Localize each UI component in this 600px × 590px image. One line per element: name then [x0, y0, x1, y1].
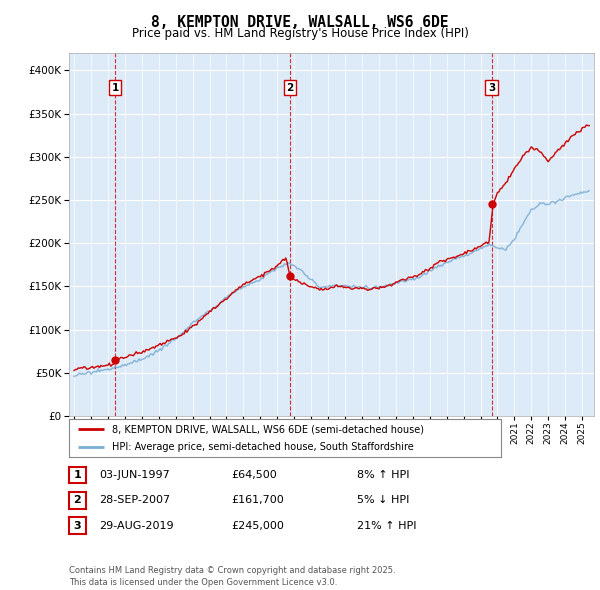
Text: £245,000: £245,000: [231, 521, 284, 530]
Text: Contains HM Land Registry data © Crown copyright and database right 2025.
This d: Contains HM Land Registry data © Crown c…: [69, 566, 395, 587]
Text: 28-SEP-2007: 28-SEP-2007: [99, 496, 170, 505]
Text: 8% ↑ HPI: 8% ↑ HPI: [357, 470, 409, 480]
Text: Price paid vs. HM Land Registry's House Price Index (HPI): Price paid vs. HM Land Registry's House …: [131, 27, 469, 40]
Text: HPI: Average price, semi-detached house, South Staffordshire: HPI: Average price, semi-detached house,…: [112, 442, 414, 452]
Text: 03-JUN-1997: 03-JUN-1997: [99, 470, 170, 480]
Text: 8, KEMPTON DRIVE, WALSALL, WS6 6DE: 8, KEMPTON DRIVE, WALSALL, WS6 6DE: [151, 15, 449, 30]
Text: 3: 3: [74, 521, 81, 530]
Text: 21% ↑ HPI: 21% ↑ HPI: [357, 521, 416, 530]
Text: 3: 3: [488, 83, 496, 93]
Text: 8, KEMPTON DRIVE, WALSALL, WS6 6DE (semi-detached house): 8, KEMPTON DRIVE, WALSALL, WS6 6DE (semi…: [112, 424, 424, 434]
Text: 29-AUG-2019: 29-AUG-2019: [99, 521, 173, 530]
Text: 2: 2: [286, 83, 293, 93]
Text: 5% ↓ HPI: 5% ↓ HPI: [357, 496, 409, 505]
Text: 2: 2: [74, 496, 81, 505]
Text: £161,700: £161,700: [231, 496, 284, 505]
Text: 1: 1: [74, 470, 81, 480]
Text: £64,500: £64,500: [231, 470, 277, 480]
Text: 1: 1: [112, 83, 119, 93]
